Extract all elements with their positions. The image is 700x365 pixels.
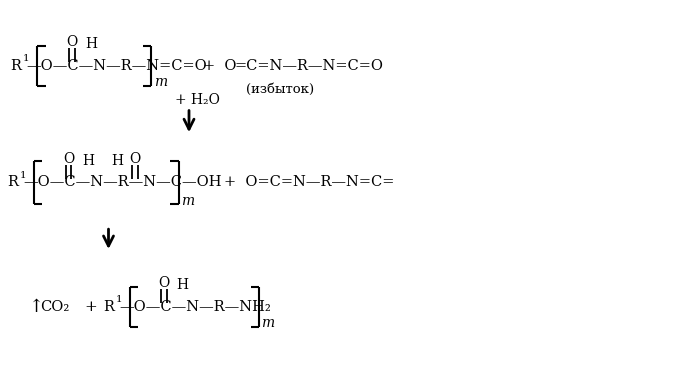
- Text: H: H: [85, 37, 98, 51]
- Text: O: O: [66, 35, 78, 49]
- Text: —O—C—N—R—N—C—OH: —O—C—N—R—N—C—OH: [23, 176, 222, 189]
- Text: =C=N—R—N=C=O: =C=N—R—N=C=O: [234, 59, 384, 73]
- Text: R: R: [7, 176, 18, 189]
- Text: H: H: [176, 278, 189, 292]
- Text: H: H: [82, 154, 94, 168]
- Text: —O—C—N—R—N=C=O: —O—C—N—R—N=C=O: [27, 59, 207, 73]
- Text: 1: 1: [116, 295, 122, 304]
- Text: + H₂O: + H₂O: [175, 93, 220, 107]
- Text: (избыток): (избыток): [246, 83, 314, 96]
- Text: H: H: [111, 154, 124, 168]
- Text: 1: 1: [20, 171, 26, 180]
- Text: O: O: [63, 152, 74, 166]
- Text: —O—C—N—R—NH₂: —O—C—N—R—NH₂: [119, 300, 271, 314]
- Text: R: R: [103, 300, 114, 314]
- Text: m: m: [181, 194, 194, 208]
- Text: +  O: + O: [203, 59, 237, 73]
- Text: CO₂: CO₂: [41, 300, 70, 314]
- Text: R: R: [10, 59, 22, 73]
- Text: O: O: [158, 276, 169, 290]
- Text: O: O: [130, 152, 141, 166]
- Text: +: +: [84, 300, 97, 314]
- Text: m: m: [261, 316, 274, 330]
- Text: m: m: [154, 75, 167, 89]
- Text: +  O=C=N—R—N=C=: + O=C=N—R—N=C=: [224, 176, 394, 189]
- Text: ↑: ↑: [28, 297, 43, 316]
- Text: 1: 1: [23, 54, 29, 63]
